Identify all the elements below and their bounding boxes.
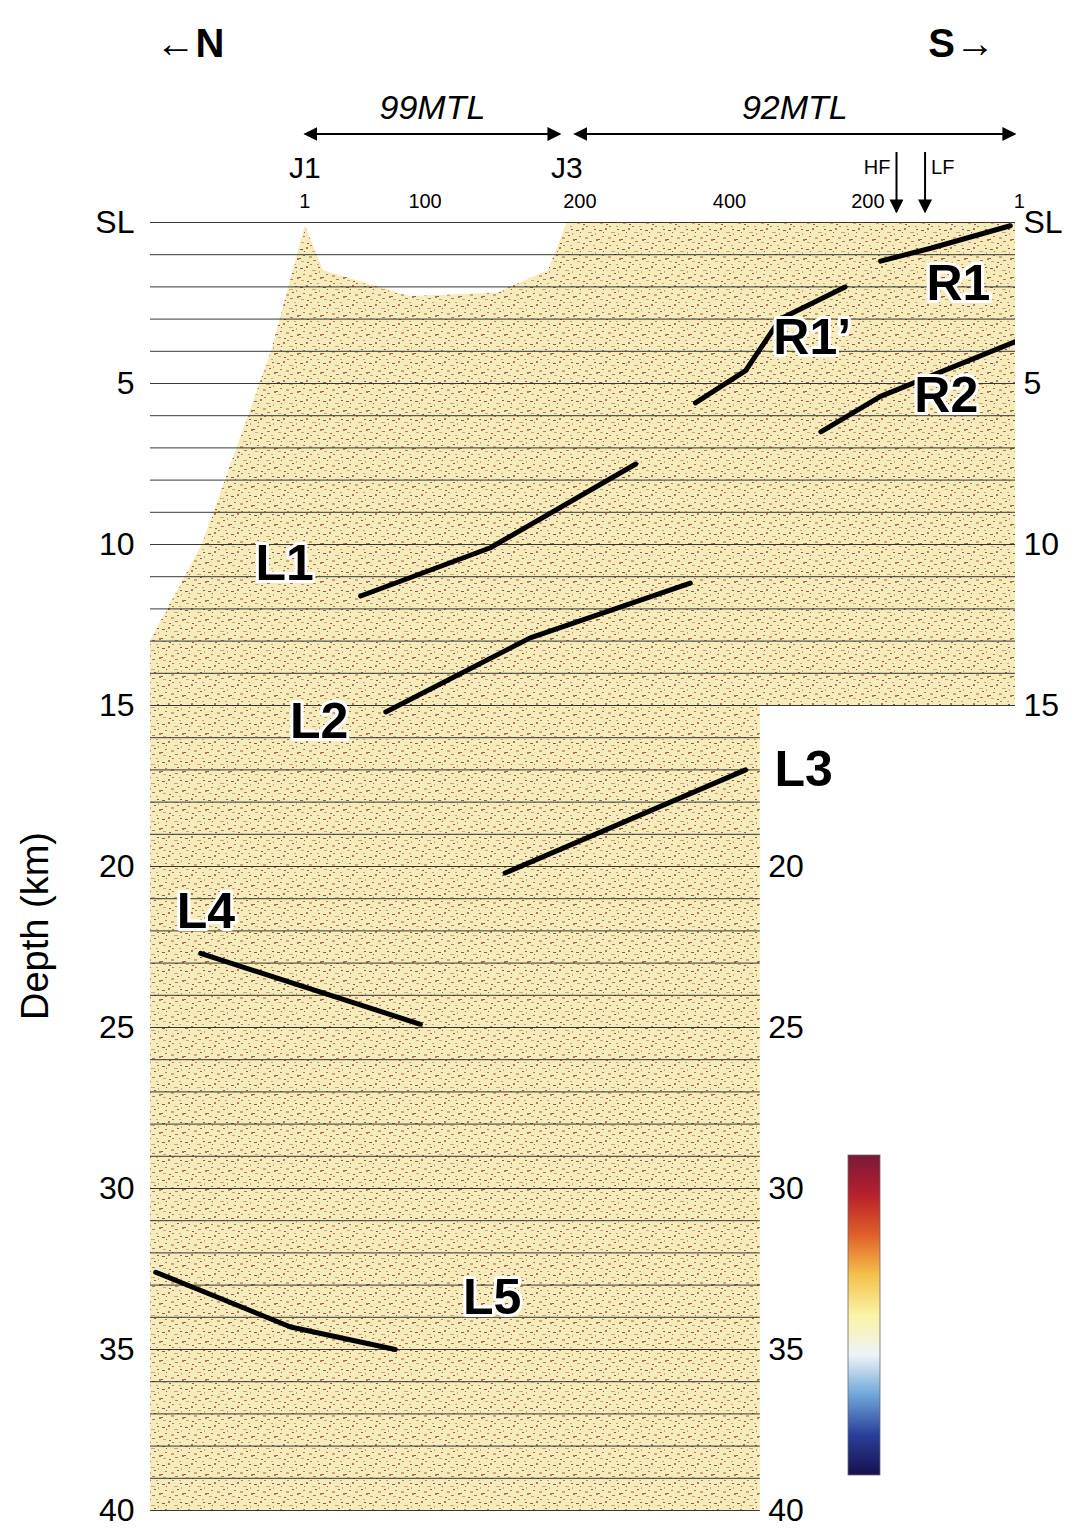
- svg-text:25: 25: [768, 1009, 804, 1045]
- svg-text:LF: LF: [931, 156, 954, 178]
- svg-text:200: 200: [851, 190, 884, 212]
- svg-text:HF: HF: [864, 156, 891, 178]
- svg-text:L4: L4: [177, 883, 236, 939]
- svg-text:L2: L2: [290, 693, 348, 749]
- svg-text:5: 5: [117, 365, 135, 401]
- svg-text:1: 1: [299, 190, 310, 212]
- svg-text:40: 40: [99, 1492, 135, 1528]
- svg-text:20: 20: [99, 848, 135, 884]
- svg-text:10: 10: [1024, 526, 1060, 562]
- svg-text:20: 20: [768, 848, 804, 884]
- svg-text:J1: J1: [289, 151, 321, 184]
- svg-text:35: 35: [99, 1331, 135, 1367]
- svg-text:25: 25: [99, 1009, 135, 1045]
- svg-text:40: 40: [768, 1492, 804, 1528]
- svg-text:←N: ←N: [156, 21, 225, 65]
- svg-text:SL: SL: [1024, 204, 1063, 240]
- svg-text:L3: L3: [774, 741, 832, 797]
- svg-text:35: 35: [768, 1331, 804, 1367]
- svg-text:200: 200: [563, 190, 596, 212]
- svg-text:R1: R1: [926, 255, 990, 311]
- svg-text:99MTL: 99MTL: [380, 88, 486, 126]
- svg-text:1: 1: [1014, 190, 1025, 212]
- svg-text:L5: L5: [463, 1269, 521, 1325]
- svg-text:L1: L1: [255, 535, 313, 591]
- svg-text:Depth (km): Depth (km): [14, 832, 56, 1020]
- svg-text:15: 15: [1024, 687, 1060, 723]
- svg-text:S→: S→: [928, 21, 995, 65]
- svg-text:10: 10: [99, 526, 135, 562]
- svg-text:5: 5: [1024, 365, 1042, 401]
- svg-text:J3: J3: [551, 151, 583, 184]
- svg-text:R1’: R1’: [773, 309, 851, 365]
- svg-text:100: 100: [408, 190, 441, 212]
- svg-text:15: 15: [99, 687, 135, 723]
- svg-text:R2: R2: [914, 367, 978, 423]
- svg-text:30: 30: [768, 1170, 804, 1206]
- svg-text:SL: SL: [95, 204, 134, 240]
- svg-text:92MTL: 92MTL: [742, 88, 848, 126]
- svg-text:30: 30: [99, 1170, 135, 1206]
- svg-text:400: 400: [713, 190, 746, 212]
